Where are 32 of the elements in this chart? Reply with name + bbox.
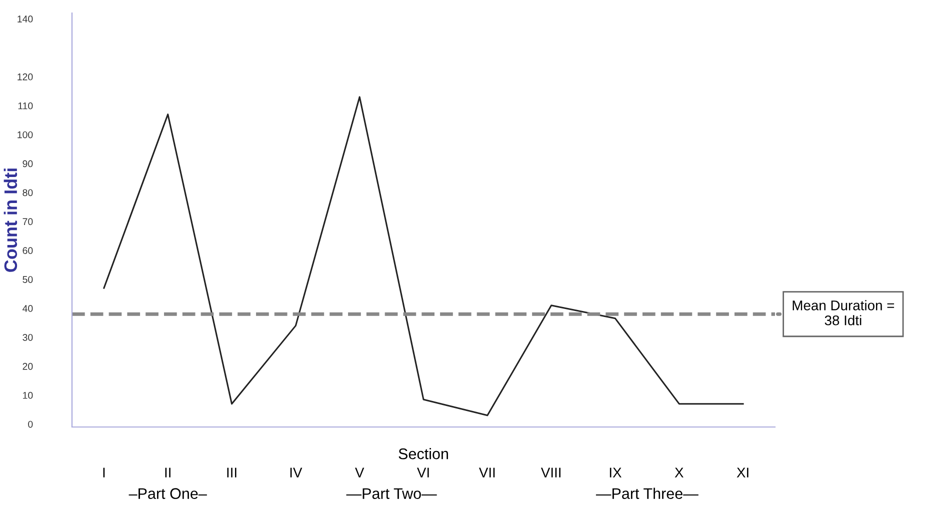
x-tick-label: XI — [736, 468, 748, 478]
text: —Part Three— — [596, 488, 698, 499]
line-series — [103, 96, 744, 416]
y-tick-label: 90 — [22, 160, 33, 168]
x-tick-label: V — [355, 468, 364, 478]
y-tick-label: 80 — [22, 189, 33, 196]
y-tick-label: 140 — [18, 16, 33, 22]
y-tick-label: 60 — [22, 247, 33, 254]
x-tick-label: IX — [610, 468, 622, 478]
x-tick-label: VI — [417, 468, 429, 478]
y-tick-label: 30 — [22, 334, 33, 341]
ref-line-label: Mean Duration = 38 Idti — [792, 300, 894, 326]
x-tick-label: II — [165, 468, 170, 478]
x-tick-label: VIII — [540, 468, 560, 478]
text: –Part One– — [128, 488, 207, 499]
y-tick-label: 100 — [18, 131, 33, 138]
x-tick-label: X — [674, 468, 684, 478]
y-tick-label: 0 — [28, 420, 33, 428]
y-tick-label: 10 — [23, 392, 33, 399]
y-tick-label: 120 — [18, 73, 33, 80]
y-tick-label: 110 — [18, 102, 33, 110]
y-tick-label: 70 — [22, 218, 33, 226]
x-tick-label: VII — [478, 468, 495, 478]
y-tick-label: 50 — [22, 276, 33, 283]
x-axis-title: Section — [398, 448, 448, 460]
text: —Part Two— — [346, 488, 437, 499]
y-tick-label: 40 — [22, 305, 33, 312]
y-tick-label: 20 — [22, 362, 33, 370]
x-tick-label: III — [227, 468, 236, 478]
y-axis-title: Count in Idti — [4, 168, 18, 272]
x-tick-label: I — [103, 468, 105, 478]
x-tick-label: IV — [290, 468, 302, 478]
